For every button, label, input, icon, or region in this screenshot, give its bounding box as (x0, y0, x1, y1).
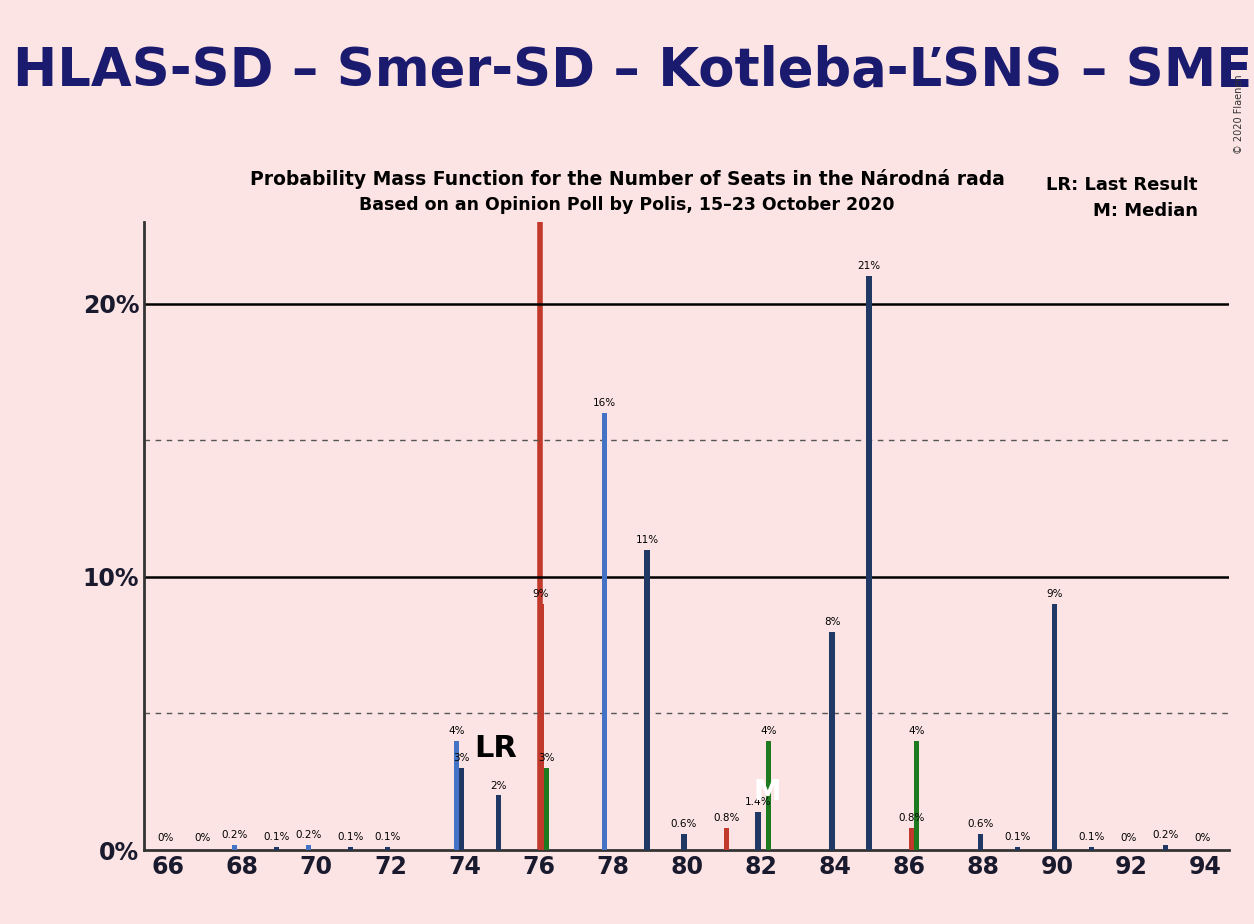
Text: LR: LR (474, 734, 518, 762)
Bar (454, 741, 459, 850)
Text: M: M (754, 778, 781, 807)
Text: LR: Last Result: LR: Last Result (1046, 176, 1198, 194)
Text: 21%: 21% (858, 261, 880, 272)
Text: 0.6%: 0.6% (967, 819, 993, 829)
Bar (867, 276, 872, 850)
Text: 0.8%: 0.8% (714, 813, 740, 823)
Text: Based on an Opinion Poll by Polis, 15–23 October 2020: Based on an Opinion Poll by Polis, 15–23… (359, 197, 895, 214)
Bar (538, 604, 544, 850)
Text: © 2020 Flaenen: © 2020 Flaenen (1234, 74, 1244, 153)
Text: 2%: 2% (490, 781, 507, 791)
Text: 0.2%: 0.2% (295, 830, 321, 840)
Text: M: Median: M: Median (1092, 202, 1198, 220)
Bar (766, 741, 771, 850)
Text: 8%: 8% (824, 616, 840, 626)
Bar (544, 768, 549, 850)
Bar (724, 828, 729, 850)
Bar (1088, 847, 1093, 850)
Text: 4%: 4% (760, 726, 777, 736)
Text: 0.1%: 0.1% (1004, 833, 1031, 843)
Text: 16%: 16% (593, 398, 616, 408)
Text: 0%: 0% (194, 833, 211, 844)
Text: 0.1%: 0.1% (263, 833, 290, 843)
Bar (306, 845, 311, 850)
Bar (829, 631, 835, 850)
Text: 11%: 11% (636, 535, 658, 544)
Bar (602, 413, 607, 850)
Text: 0.2%: 0.2% (1152, 830, 1179, 840)
Text: 0.1%: 0.1% (375, 833, 401, 843)
Bar (385, 847, 390, 850)
Text: 0%: 0% (1120, 833, 1136, 844)
Text: 0%: 0% (1194, 833, 1210, 844)
Text: 0.6%: 0.6% (671, 819, 697, 829)
Text: 0.2%: 0.2% (221, 830, 247, 840)
Text: 0.1%: 0.1% (337, 833, 364, 843)
Bar (978, 833, 983, 850)
Bar (232, 845, 237, 850)
Bar (349, 847, 354, 850)
Text: Probability Mass Function for the Number of Seats in the Národná rada: Probability Mass Function for the Number… (250, 169, 1004, 189)
Bar (1052, 604, 1057, 850)
Text: 4%: 4% (909, 726, 925, 736)
Text: 9%: 9% (533, 590, 549, 600)
Bar (755, 812, 761, 850)
Bar (914, 741, 919, 850)
Bar (1162, 845, 1167, 850)
Bar (645, 550, 650, 850)
Text: 0%: 0% (158, 833, 174, 844)
Text: HLAS-SD – Smer-SD – Kotleba-ĽSNS – SME RODINA – S: HLAS-SD – Smer-SD – Kotleba-ĽSNS – SME R… (13, 45, 1254, 97)
Text: 1.4%: 1.4% (745, 796, 771, 807)
Text: 9%: 9% (1046, 590, 1062, 600)
Text: 0.1%: 0.1% (1078, 833, 1105, 843)
Bar (681, 833, 687, 850)
Bar (275, 847, 280, 850)
Text: 4%: 4% (448, 726, 464, 736)
Text: 3%: 3% (538, 753, 554, 763)
Text: 3%: 3% (454, 753, 470, 763)
Bar (459, 768, 464, 850)
Text: 0.8%: 0.8% (898, 813, 924, 823)
Bar (1014, 847, 1020, 850)
Bar (909, 828, 914, 850)
Bar (497, 796, 502, 850)
